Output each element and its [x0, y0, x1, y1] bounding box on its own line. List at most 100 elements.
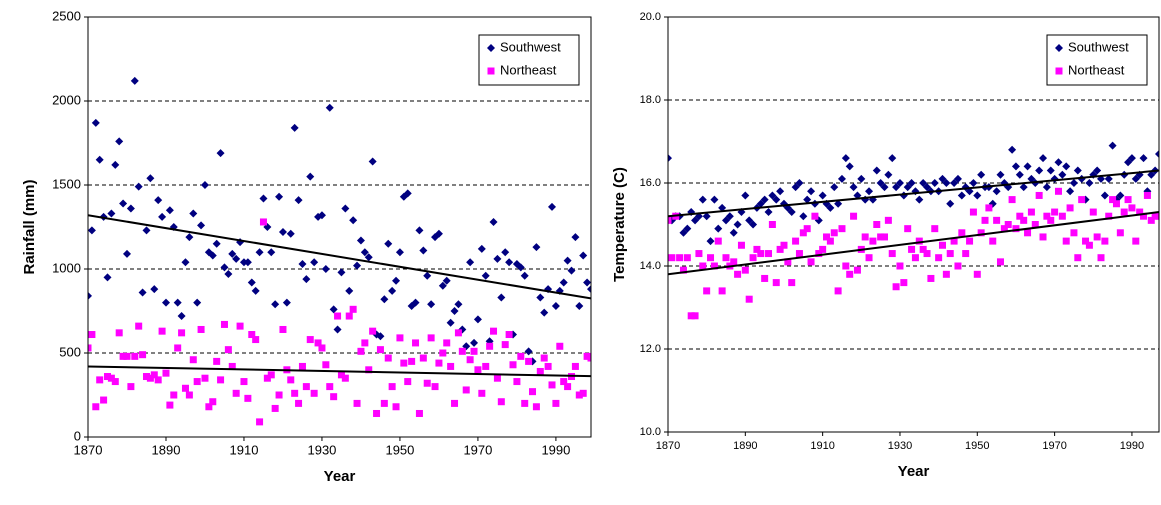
point [706, 237, 715, 246]
y-tick-label: 20.0 [640, 11, 661, 23]
point [177, 312, 186, 321]
point [807, 187, 816, 196]
point [1051, 208, 1059, 216]
point [470, 347, 478, 355]
point [1042, 183, 1051, 192]
point [107, 374, 115, 382]
point [552, 399, 560, 407]
y-tick-label: 500 [59, 344, 81, 359]
point [217, 376, 225, 384]
point [888, 250, 896, 258]
plot-border [87, 16, 592, 438]
point [291, 389, 299, 397]
point [992, 187, 1001, 196]
point [895, 179, 904, 187]
point [1085, 241, 1093, 249]
scatter-panel: 10.0 12.0 14.0 16.0 18.0 20.0 1870 1890 1910 1930… [611, 11, 1160, 480]
point [349, 305, 357, 313]
point [784, 258, 792, 266]
point [103, 273, 112, 282]
point [395, 248, 404, 257]
point [373, 409, 381, 417]
point [772, 279, 780, 287]
point [388, 286, 397, 295]
trend-line [668, 211, 1159, 276]
point [529, 388, 537, 396]
point [702, 212, 711, 221]
point [267, 248, 276, 257]
point [548, 202, 557, 211]
point [1097, 254, 1105, 262]
plot-border [667, 16, 1160, 433]
point [161, 298, 170, 307]
point [91, 118, 100, 127]
point [1093, 166, 1102, 175]
point [815, 250, 823, 258]
point [334, 312, 342, 320]
x-tick-label: 1870 [656, 440, 680, 452]
point [691, 312, 699, 320]
point [938, 241, 946, 249]
point [170, 391, 178, 399]
x-tick-label: 1890 [733, 440, 757, 452]
point [326, 383, 334, 391]
point [900, 279, 908, 287]
point [204, 248, 213, 257]
point [392, 403, 400, 411]
point [474, 366, 482, 374]
point [741, 191, 750, 200]
point [915, 237, 923, 245]
legend-label: Southwest [1068, 39, 1129, 54]
point [477, 244, 486, 253]
point [768, 191, 777, 200]
point [1008, 196, 1016, 204]
point [826, 203, 835, 212]
point [935, 254, 943, 262]
point [122, 249, 131, 258]
point [96, 376, 104, 384]
point [1143, 191, 1151, 199]
point [1035, 166, 1044, 175]
x-tick-label: 1970 [1042, 440, 1066, 452]
point [1070, 229, 1078, 237]
point [1132, 237, 1140, 245]
point [486, 342, 494, 350]
point [1047, 216, 1055, 224]
point [197, 221, 206, 230]
point [803, 195, 812, 204]
point [799, 229, 807, 237]
point [158, 212, 167, 221]
point [977, 229, 985, 237]
point [439, 349, 447, 357]
point [1011, 162, 1020, 171]
point [255, 248, 264, 257]
point [973, 270, 981, 278]
point [450, 307, 459, 315]
point [286, 229, 295, 238]
x-tick-label: 1890 [152, 442, 181, 457]
point [730, 258, 738, 266]
y-tick-label: 0 [74, 428, 81, 443]
point [1073, 166, 1082, 175]
legend-marker [487, 44, 495, 52]
point [799, 212, 808, 221]
point [679, 228, 688, 237]
point [1074, 254, 1082, 262]
point [103, 373, 111, 381]
point [236, 322, 244, 330]
y-tick-label: 16.0 [640, 177, 661, 189]
point [869, 237, 877, 245]
point [764, 208, 773, 217]
point [668, 216, 672, 224]
point [757, 250, 765, 258]
point [1062, 237, 1070, 245]
point [942, 179, 951, 187]
point [540, 308, 549, 317]
legend-label: Northeast [500, 62, 557, 77]
point [1104, 174, 1113, 183]
point [1078, 196, 1086, 204]
point [536, 293, 545, 302]
point [583, 278, 591, 287]
point [166, 401, 174, 409]
point [1085, 179, 1094, 187]
